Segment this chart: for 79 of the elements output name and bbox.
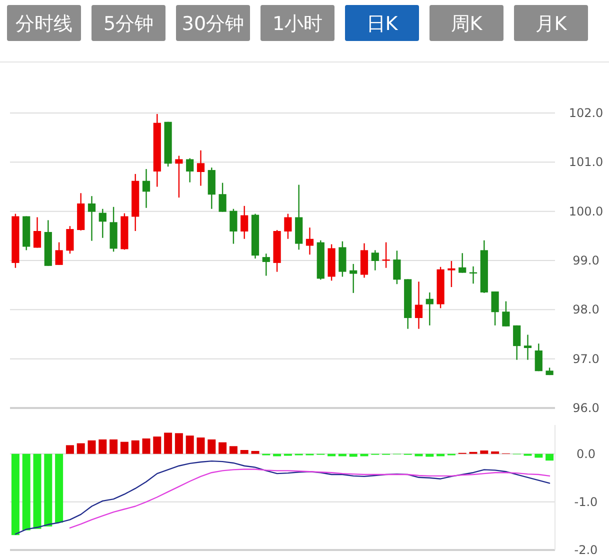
bar xyxy=(360,454,368,456)
line-series xyxy=(69,468,550,528)
y-tick-label: 102.0 xyxy=(568,106,604,120)
bar xyxy=(164,432,172,454)
line-series xyxy=(14,460,550,535)
bar xyxy=(491,451,500,454)
bar xyxy=(131,440,140,454)
bar xyxy=(546,454,554,461)
text: 分时线 xyxy=(16,13,72,35)
candlestick xyxy=(524,334,532,360)
bar xyxy=(120,442,128,454)
bar xyxy=(251,450,260,454)
bar xyxy=(44,454,52,526)
candlestick xyxy=(240,205,248,240)
text: 月K xyxy=(535,13,568,35)
candlestick xyxy=(88,195,96,242)
bar xyxy=(480,450,488,454)
bar xyxy=(229,446,238,454)
bar xyxy=(328,454,336,456)
text: 周K xyxy=(450,13,483,35)
bar xyxy=(66,445,74,454)
candlestick xyxy=(262,253,270,276)
candlestick xyxy=(513,324,521,360)
bar xyxy=(208,439,216,454)
candlestick xyxy=(458,252,466,274)
candlestick xyxy=(448,260,456,288)
candlestick xyxy=(350,263,358,294)
y-tick-label: 101.0 xyxy=(568,155,604,170)
bar xyxy=(33,454,42,529)
bar xyxy=(186,436,194,454)
bar xyxy=(110,439,118,454)
y-tick-label: 96.0 xyxy=(572,401,600,415)
bar xyxy=(98,439,107,454)
y-tick-label: -2.0 xyxy=(574,543,598,557)
candlestick xyxy=(196,150,205,186)
candlestick xyxy=(371,250,379,271)
text: 30分钟 xyxy=(182,13,244,35)
candlestick xyxy=(66,225,74,254)
y-tick-label: 98.0 xyxy=(572,302,600,317)
y-tick-label: -1.0 xyxy=(574,494,598,509)
candlestick xyxy=(306,226,314,256)
text: 5分钟 xyxy=(103,13,154,35)
bar xyxy=(55,454,64,523)
candlestick xyxy=(55,242,63,266)
bar xyxy=(11,454,20,536)
text: 日K xyxy=(366,13,398,35)
bar xyxy=(76,443,85,454)
bar xyxy=(142,438,150,454)
bar xyxy=(218,442,227,454)
bar xyxy=(273,454,282,456)
bar xyxy=(338,454,346,456)
bar xyxy=(153,436,162,454)
candlestick xyxy=(502,300,510,327)
candlestick xyxy=(142,168,150,208)
candlestick xyxy=(175,155,183,198)
candlestick xyxy=(491,290,499,326)
candlestick xyxy=(33,216,42,248)
bar xyxy=(414,454,423,456)
bar xyxy=(534,454,543,458)
candlestick xyxy=(393,250,401,285)
y-tick-label: 99.0 xyxy=(572,254,600,268)
bar xyxy=(174,433,183,454)
bar xyxy=(22,454,30,530)
candlestick xyxy=(284,213,292,240)
candlestick xyxy=(230,208,238,244)
bar xyxy=(196,438,205,454)
text: 1小时 xyxy=(272,13,323,35)
candlestick xyxy=(218,182,226,212)
bar xyxy=(240,450,248,454)
candlestick xyxy=(98,208,106,238)
candlestick xyxy=(426,292,434,326)
candlestick xyxy=(186,158,194,183)
candlestick xyxy=(534,342,542,372)
bar xyxy=(88,440,96,454)
y-tick-label: 0.0 xyxy=(576,446,596,461)
candlestick xyxy=(414,281,423,330)
bar xyxy=(436,454,445,456)
y-tick-label: 97.0 xyxy=(572,352,600,366)
y-tick-label: 100.0 xyxy=(568,204,604,218)
